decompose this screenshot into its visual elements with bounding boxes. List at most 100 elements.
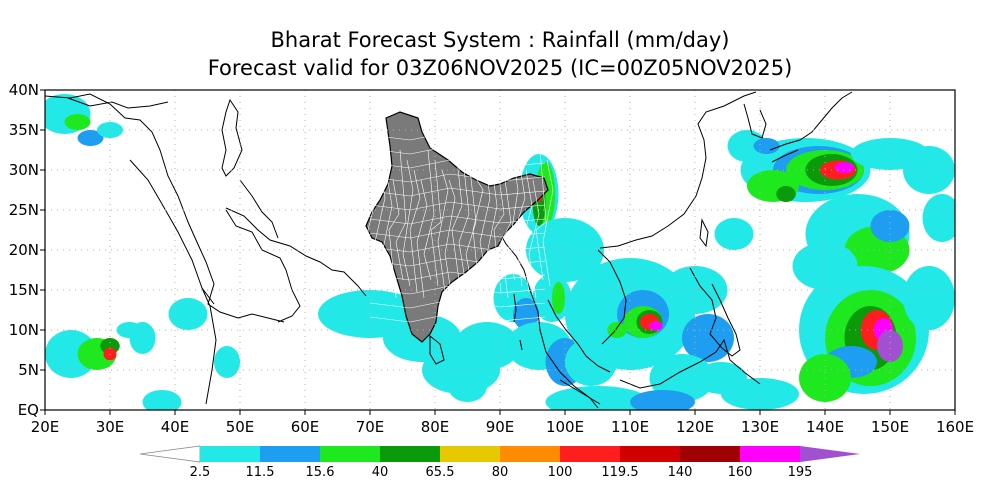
coast-southeast-asia — [497, 229, 627, 409]
colorbar-segment — [620, 446, 680, 462]
title-line-2: Forecast valid for 03Z06NOV2025 (IC=00Z0… — [207, 56, 793, 80]
colorbar: 2.5 11.5 15.6 40 65.5 80 100 119.5 140 160 195 — [139, 445, 860, 480]
district-boundary — [444, 179, 456, 299]
district-boundary — [369, 159, 546, 169]
rainfall-cell — [922, 194, 955, 242]
district-boundary — [369, 131, 546, 141]
x-tick-label: 30E — [96, 418, 125, 436]
rainfall-cell — [721, 378, 799, 410]
rainfall-cell — [545, 386, 650, 410]
district-boundary — [409, 169, 421, 293]
rainfall-cell — [834, 162, 855, 174]
colorbar-label: 11.5 — [246, 465, 275, 480]
colorbar-segment — [800, 446, 860, 462]
rainfall-cell — [64, 114, 91, 130]
x-tick-label: 110E — [611, 418, 649, 436]
coast-korea — [743, 103, 767, 139]
coast-andaman — [513, 293, 523, 351]
rainfall-cell — [649, 354, 715, 402]
y-tick-label: 30N — [9, 161, 39, 179]
coast-taiwan — [699, 218, 709, 248]
colorbar-label: 80 — [492, 465, 509, 480]
district-boundary — [369, 299, 546, 309]
colorbar-segment — [500, 446, 560, 462]
colorbar-segment — [680, 446, 740, 462]
coast-japan — [769, 91, 853, 163]
rainfall-cell — [649, 321, 663, 331]
axes: 20E 30E 40E 50E 60E 70E 80E 90E 100E 110E 120E 130E… — [9, 81, 974, 436]
district-boundary — [395, 149, 407, 281]
y-tick-label: EQ — [18, 401, 39, 419]
rainfall-cell — [97, 122, 123, 138]
district-boundary — [465, 169, 477, 293]
district-boundary — [486, 159, 498, 287]
coast-africa-arabia — [45, 93, 301, 405]
x-tick-label: 90E — [486, 418, 515, 436]
district-boundary — [369, 271, 546, 281]
colorbar-segment — [740, 446, 800, 462]
district-boundary — [369, 201, 546, 211]
district-boundary — [369, 285, 546, 295]
district-boundary — [535, 149, 547, 281]
x-tick-label: 130E — [741, 418, 779, 436]
colorbar-label: 140 — [668, 465, 693, 480]
y-tick-label: 20N — [9, 241, 39, 259]
india-district-lines — [367, 131, 554, 323]
coast-sri-lanka — [429, 334, 445, 365]
rainfall-cell — [903, 266, 955, 330]
district-boundary — [500, 179, 512, 299]
coast-black-sea — [67, 97, 169, 109]
colorbar-label: 160 — [728, 465, 753, 480]
rainfall-cell — [448, 370, 487, 402]
coast-indonesia — [559, 338, 761, 405]
x-tick-label: 40E — [161, 418, 190, 436]
rainfall-cell — [682, 314, 734, 362]
rainfall-cell — [214, 346, 240, 378]
district-boundary — [381, 169, 393, 293]
district-boundary — [369, 313, 546, 323]
colorbar-segment — [380, 446, 440, 462]
rainfall-cell — [513, 298, 539, 330]
colorbar-segment — [139, 445, 201, 463]
colorbar-label: 100 — [548, 465, 573, 480]
rainfall-cell — [630, 390, 695, 410]
rainfall-cell — [727, 130, 767, 162]
x-tick-label: 100E — [546, 418, 584, 436]
x-tick-label: 70E — [356, 418, 385, 436]
district-boundary — [369, 187, 546, 197]
colorbar-label: 65.5 — [426, 465, 455, 480]
x-tick-label: 140E — [806, 418, 844, 436]
coast-caspian — [221, 98, 243, 177]
title-line-1: Bharat Forecast System : Rainfall (mm/da… — [270, 28, 730, 52]
x-tick-label: 80E — [421, 418, 450, 436]
rainfall-cell — [168, 298, 208, 330]
x-tick-label: 120E — [676, 418, 714, 436]
colorbar-segment — [320, 446, 380, 462]
colorbar-label: 195 — [788, 465, 813, 480]
y-tick-label: 15N — [9, 281, 39, 299]
rainfall-cell — [776, 186, 796, 202]
rainfall-cell — [903, 146, 955, 194]
colorbar-label: 15.6 — [306, 465, 335, 480]
x-tick-label: 50E — [226, 418, 255, 436]
district-boundary — [369, 173, 546, 183]
x-tick-label: 150E — [871, 418, 909, 436]
district-boundary — [369, 215, 546, 225]
y-tick-label: 5N — [18, 361, 39, 379]
district-boundary — [479, 149, 491, 281]
district-boundary — [542, 159, 554, 287]
x-tick-label: 160E — [936, 418, 974, 436]
rainfall-cell — [753, 138, 780, 154]
colorbar-segment — [440, 446, 500, 462]
rainfall-shading — [45, 94, 955, 410]
rainfall-cell — [526, 218, 604, 282]
coast-china — [599, 91, 757, 249]
x-tick-label: 60E — [291, 418, 320, 436]
coast-iran-pakistan — [225, 207, 367, 297]
colorbar-segment — [200, 446, 260, 462]
district-boundary — [437, 169, 449, 293]
colorbar-segment — [560, 446, 620, 462]
coastlines — [45, 91, 853, 409]
district-boundary — [369, 229, 546, 239]
